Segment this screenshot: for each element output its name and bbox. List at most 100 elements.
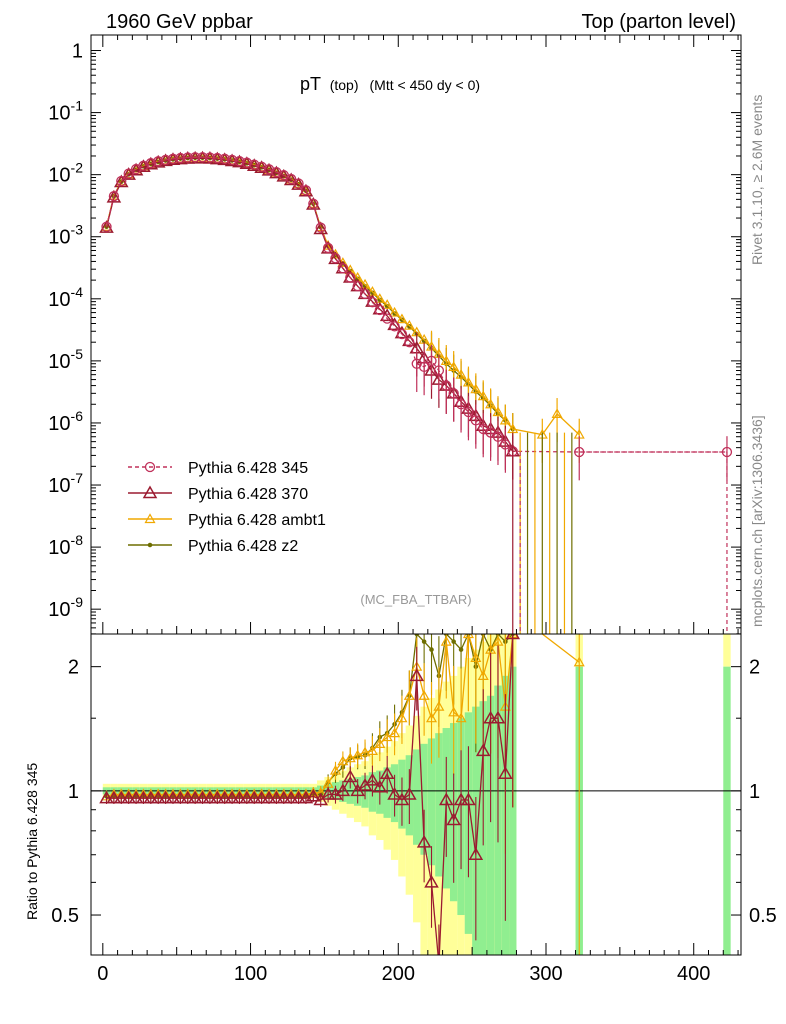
data-point [499,414,511,425]
header-left: 1960 GeV ppbar [106,11,253,33]
ratio-point [461,792,476,806]
ratio-point [453,792,469,806]
analysis-label: (MC_FBA_TTBAR) [360,592,471,607]
ratio-point [429,647,434,652]
ratio-tick-label: 1 [68,781,79,803]
ratio-point [409,668,425,682]
data-point [121,167,136,180]
x-axis: 0 100 200 300 400 [97,35,739,985]
ratio-point [359,746,371,757]
series-2 [100,151,585,463]
ratio-point [458,647,464,652]
ratio-point [128,790,144,804]
header-right: Top (parton level) [581,11,736,33]
data-point [402,333,417,347]
data-point [396,328,408,340]
band-inner [435,733,443,877]
ratio-series-0 [99,634,521,955]
legend-marker [147,542,153,548]
band-inner-extra [723,666,731,955]
legend-label: Pythia 6.428 z2 [188,538,298,555]
data-point [256,161,267,172]
ratio-point [365,772,380,786]
data-point [448,361,460,371]
y-tick-label: 10-4 [48,284,83,311]
data-point [106,189,122,203]
ratio-series [99,634,585,955]
data-point [507,423,519,434]
data-point [182,152,193,163]
ratio-point [402,786,417,800]
ratio-point [210,790,225,804]
data-point [298,183,314,197]
ratio-point [136,790,151,804]
data-point [433,365,445,376]
data-point [418,361,430,373]
data-point [440,355,452,365]
ratio-point [344,752,356,763]
ratio-point [329,764,342,775]
x-tick-label: 200 [382,963,415,985]
ratio-point [490,710,506,724]
data-point [99,220,114,233]
data-point [330,253,341,264]
x-tick-label: 0 [97,963,108,985]
y-tick-label: 10-6 [48,408,83,435]
data-point [574,446,585,458]
y-tick-label: 10-1 [48,98,83,125]
ratio-point [418,690,430,700]
data-point [241,157,253,168]
ratio-point [448,706,460,717]
data-point [293,178,304,189]
data-point [389,321,400,332]
ratio-point [372,779,388,793]
data-point [374,304,385,316]
y-tick-label: 10-2 [48,160,83,187]
ratio-point [337,755,349,766]
data-point [389,306,401,317]
data-point [455,368,467,379]
main-y-axis: 10-9 10-8 10-7 10-6 10-5 10-4 10-3 10-2 10-1 1 [48,41,741,635]
data-point [286,173,297,185]
ratio-ylabel: Ratio to Pythia 6.428 345 [24,763,40,920]
ratio-point [158,790,173,804]
ratio-point [246,790,262,804]
ratio-point [187,790,203,804]
legend-marker [144,513,156,524]
ratio-point [217,790,232,804]
data-point [306,197,321,210]
ratio-point [335,783,351,797]
ratio-point [239,790,255,804]
plot-title-main: pT [300,74,321,94]
ratio-point [366,745,378,755]
y-tick-label: 10-9 [48,594,83,621]
y-tick-label: 10-5 [48,346,83,373]
data-point [197,152,208,163]
ratio-point [276,790,292,804]
ratio-panel: 0.5 0.5 1 1 2 2 0 100 200 300 400 [51,35,777,985]
ratio-point [254,790,269,804]
ratio-tick-label-right: 1 [749,781,760,803]
data-point [492,406,504,417]
data-point [367,297,378,308]
ratio-point [121,790,136,804]
data-point [167,153,179,164]
data-point [387,317,402,331]
data-point [315,222,326,233]
ratio-point [498,766,513,780]
data-point [116,175,127,187]
y-tick-label: 10-3 [48,222,83,249]
data-point [455,399,467,410]
ratio-point [143,790,159,804]
data-point [269,165,284,179]
legend-marker [142,485,158,499]
ratio-point [283,790,299,804]
data-point [485,398,497,409]
ratio-point [291,790,306,804]
legend: Pythia 6.428 345 Pythia 6.428 370 Pythia 6… [128,460,326,555]
ratio-point [173,790,188,804]
data-point [291,177,306,190]
data-point [276,168,292,182]
legend-label: Pythia 6.428 370 [188,486,308,503]
data-point [500,439,511,450]
